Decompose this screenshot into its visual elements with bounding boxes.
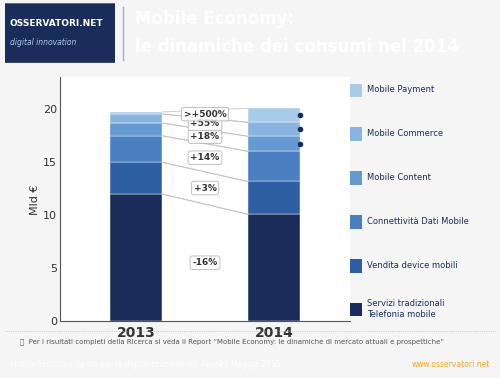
Text: Mobile Payment: Mobile Payment	[368, 85, 434, 94]
Bar	[350, 259, 362, 273]
Text: +3%: +3%	[194, 184, 216, 192]
Text: 21 Maggio 2015: 21 Maggio 2015	[219, 360, 281, 369]
Bar	[350, 84, 362, 97]
Text: Mobile Content: Mobile Content	[368, 173, 432, 182]
Text: Mobile Commerce: Mobile Commerce	[368, 129, 444, 138]
Text: www.osservatori.net: www.osservatori.net	[412, 360, 490, 369]
Text: Connettività Dati Mobile: Connettività Dati Mobile	[368, 217, 470, 226]
Bar	[248, 151, 300, 181]
Text: OSSERVATORI.NET: OSSERVATORI.NET	[10, 19, 104, 28]
Text: -16%: -16%	[192, 258, 218, 267]
Bar	[110, 194, 162, 321]
Text: >+500%: >+500%	[184, 110, 226, 119]
Y-axis label: Mld €: Mld €	[30, 184, 40, 215]
Bar	[350, 171, 362, 185]
Bar	[350, 303, 362, 316]
Text: +14%: +14%	[190, 153, 220, 162]
Text: Mobile Economy: la via per la digitalizzazione del Paese: Mobile Economy: la via per la digitalizz…	[10, 360, 224, 369]
Bar	[248, 214, 300, 321]
Bar	[110, 114, 162, 123]
Text: Mobile Economy:: Mobile Economy:	[135, 10, 294, 28]
Text: +55%: +55%	[190, 119, 220, 129]
Text: ⓘ  Per i risultati completi della Ricerca si veda il Report “Mobile Economy: le : ⓘ Per i risultati completi della Ricerca…	[20, 338, 444, 345]
Text: digital innovation: digital innovation	[10, 39, 76, 47]
Bar	[110, 112, 162, 114]
Bar	[350, 127, 362, 141]
Bar	[110, 136, 162, 162]
Text: Vendita device mobili: Vendita device mobili	[368, 261, 458, 270]
Bar	[248, 136, 300, 151]
Text: +18%: +18%	[190, 132, 220, 141]
Bar	[248, 181, 300, 214]
Bar	[110, 162, 162, 194]
Bar	[110, 123, 162, 136]
FancyBboxPatch shape	[5, 3, 115, 63]
Bar	[248, 108, 300, 122]
Text: Servizi tradizionali
Telefonia mobile: Servizi tradizionali Telefonia mobile	[368, 299, 445, 319]
Bar	[248, 122, 300, 136]
Bar	[350, 215, 362, 229]
Text: le dinamiche dei consumi nel 2014: le dinamiche dei consumi nel 2014	[135, 39, 459, 56]
